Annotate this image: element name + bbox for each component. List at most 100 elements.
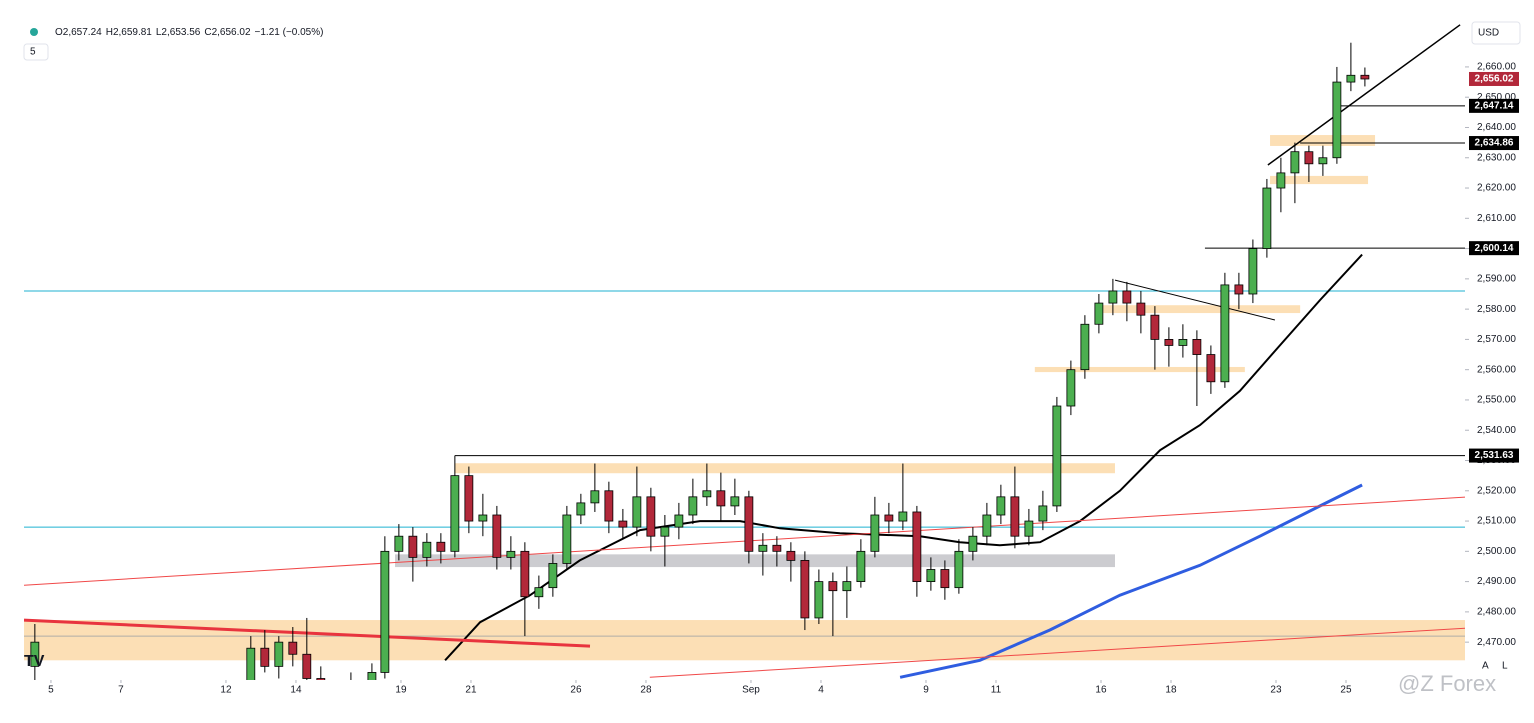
zone [1270, 175, 1369, 185]
candle-body [534, 587, 544, 598]
y-tick-label: 2,630.00 [1477, 152, 1516, 163]
y-tick-label: 2,650.00 [1477, 92, 1516, 103]
candle-body [1038, 505, 1048, 522]
candle-body [828, 581, 838, 592]
x-tick-label: 12 [220, 685, 232, 696]
candle-body [548, 563, 558, 589]
auto-scale[interactable]: A [1482, 661, 1489, 672]
y-tick-label: 2,620.00 [1477, 183, 1516, 194]
candle-body [520, 550, 530, 598]
candle-body [1024, 520, 1034, 537]
zone [454, 463, 1115, 474]
last-price-tag [1469, 71, 1519, 86]
y-tick-label: 2,550.00 [1477, 395, 1516, 406]
x-tick-label: 19 [395, 685, 407, 696]
candle-body [1360, 74, 1370, 80]
y-tick-label: 2,570.00 [1477, 334, 1516, 345]
y-tick-label: 2,660.00 [1477, 62, 1516, 73]
header-item: −1.21 (−0.05%) [255, 27, 324, 38]
y-tick-label: 2,510.00 [1477, 516, 1516, 527]
zone [1034, 366, 1245, 373]
candle-body [274, 641, 284, 667]
candle-body [604, 490, 614, 522]
candle-body [562, 514, 572, 564]
candle-body [1248, 248, 1258, 295]
price-tag [1469, 241, 1519, 256]
header-item: C2,656.02 [204, 27, 251, 38]
interval-button[interactable] [23, 43, 49, 61]
y-tick-label: 2,470.00 [1477, 637, 1516, 648]
candle-body [394, 535, 404, 552]
y-tick-label: 2,540.00 [1477, 425, 1516, 436]
candle-body [464, 475, 474, 522]
last-price-label: 2,656.02 [1475, 74, 1514, 85]
candle-body [870, 514, 880, 552]
candle-body [772, 544, 782, 552]
x-tick-label: 28 [640, 685, 652, 696]
zone [1270, 135, 1376, 146]
candle-body [1276, 172, 1286, 189]
header-item: H2,659.81 [106, 27, 153, 38]
y-tick-label: 2,520.00 [1477, 485, 1516, 496]
candle-body [1206, 354, 1216, 383]
log-scale[interactable]: L [1502, 661, 1508, 672]
candle-body [1234, 284, 1244, 295]
candle-body [1262, 187, 1272, 249]
price-tag-label: 2,600.14 [1475, 243, 1514, 254]
y-tick-label: 2,490.00 [1477, 576, 1516, 587]
candle-body [450, 475, 460, 552]
overlay-line [1114, 279, 1276, 321]
y-tick-label: 2,480.00 [1477, 607, 1516, 618]
candle-body [1332, 81, 1342, 159]
candle-body [422, 541, 432, 558]
candle-body [1010, 496, 1020, 537]
candle-body [1122, 290, 1132, 304]
ohlc-header: O2,657.24 H2,659.81 L2,653.56 C2,656.02 −1.2… [55, 27, 323, 38]
candle-body [1052, 405, 1062, 507]
candle-body [288, 641, 298, 655]
currency-button[interactable] [1471, 21, 1521, 45]
candle-body [744, 496, 754, 552]
candle-body [884, 514, 894, 522]
candle-body [1108, 290, 1118, 304]
y-tick-label: 2,590.00 [1477, 273, 1516, 284]
interval[interactable]: 5 [30, 47, 36, 58]
header-item: O2,657.24 [55, 27, 102, 38]
x-tick-label: 26 [570, 685, 582, 696]
x-tick-label: 18 [1165, 685, 1177, 696]
overlay-line [649, 627, 1465, 678]
candle-body [1192, 339, 1202, 355]
candle-body [646, 496, 656, 537]
candle-body [674, 514, 684, 528]
candle-body [1136, 302, 1146, 316]
candle-body [590, 490, 600, 504]
candle-body [1220, 284, 1230, 383]
candle-body [506, 550, 516, 558]
price-tag-label: 2,531.63 [1475, 450, 1514, 461]
price-tag-label: 2,634.86 [1475, 138, 1514, 149]
candle-body [367, 672, 377, 680]
y-tick-label: 2,640.00 [1477, 122, 1516, 133]
candle-body [408, 535, 418, 558]
candle-body [730, 496, 740, 507]
candle-body [898, 511, 908, 522]
y-tick-label: 2,500.00 [1477, 546, 1516, 557]
header-item: L2,653.56 [156, 27, 201, 38]
candle-body [1178, 339, 1188, 346]
candle-body [302, 653, 312, 679]
overlay-line [899, 483, 1363, 679]
candle-body [660, 526, 670, 537]
y-tick-label: 2,610.00 [1477, 213, 1516, 224]
zone [1095, 305, 1301, 314]
currency[interactable]: USD [1478, 28, 1499, 39]
candle-body [436, 541, 446, 552]
candle-body [800, 560, 810, 619]
price-tag [1469, 136, 1519, 151]
candle-body [576, 502, 586, 516]
candle-body [842, 581, 852, 592]
x-tick-label: 14 [290, 685, 302, 696]
x-tick-label: 5 [48, 685, 54, 696]
candle-body [702, 490, 712, 498]
